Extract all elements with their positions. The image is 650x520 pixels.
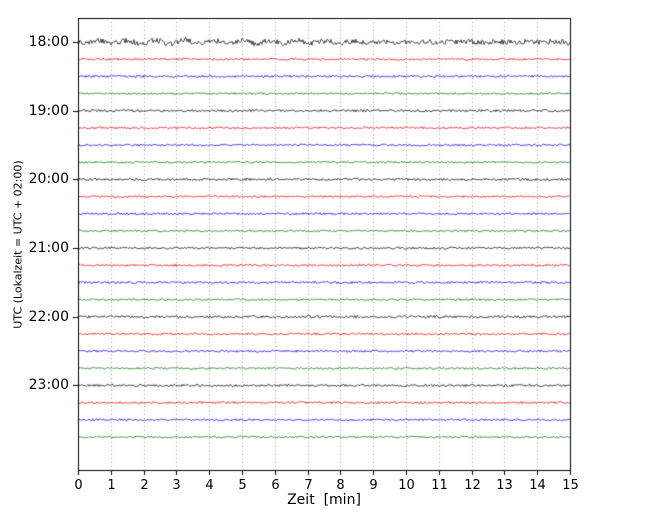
x-tick-label: 4: [205, 478, 214, 493]
x-tick-label: 6: [271, 478, 280, 493]
y-tick-label: 19:00: [28, 102, 69, 119]
y-tick-label: 21:00: [28, 239, 69, 256]
x-tick-label: 0: [74, 478, 83, 493]
x-tick-label: 8: [336, 478, 345, 493]
x-tick-label: 9: [369, 478, 378, 493]
x-tick-label: 14: [529, 478, 546, 493]
x-tick-label: 15: [562, 478, 579, 493]
x-tick-label: 7: [304, 478, 313, 493]
x-tick-label: 5: [238, 478, 247, 493]
x-tick-label: 2: [140, 478, 149, 493]
x-axis-title: Zeit [min]: [287, 492, 361, 508]
x-tick-label: 12: [464, 478, 481, 493]
x-tick-label: 13: [496, 478, 513, 493]
y-tick-label: 23:00: [28, 376, 69, 393]
x-tick-label: 11: [431, 478, 448, 493]
y-tick-label: 18:00: [28, 33, 69, 50]
x-tick-label: 10: [398, 478, 415, 493]
y-tick-label: 20:00: [28, 170, 69, 187]
y-tick-label: 22:00: [28, 308, 69, 325]
x-tick-label: 3: [172, 478, 181, 493]
x-tick-label: 1: [107, 478, 116, 493]
